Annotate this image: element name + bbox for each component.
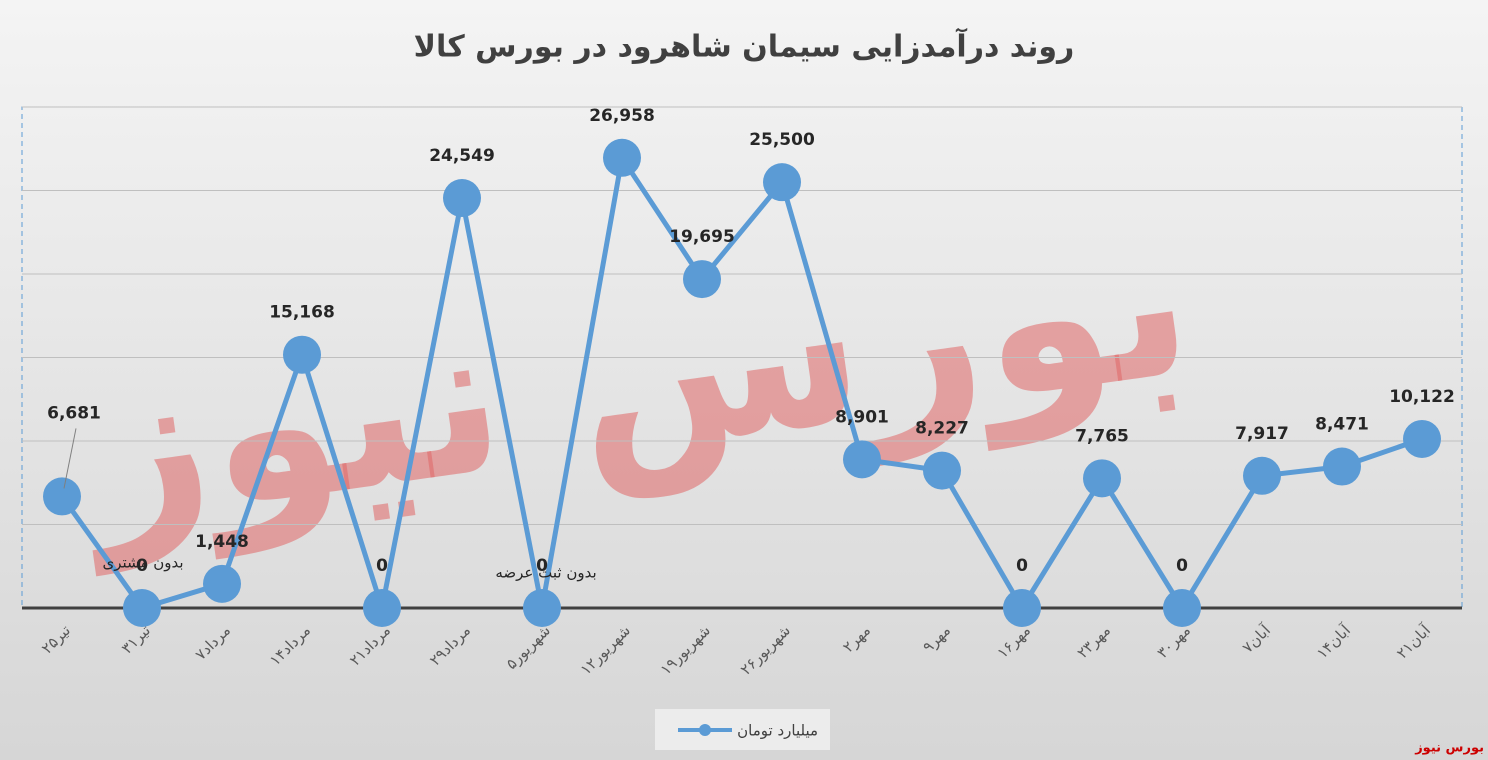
point-marker [1003,589,1041,627]
point-marker [843,440,881,479]
data-label: 8,227 [915,419,969,439]
point-marker [43,477,81,516]
point-marker [203,564,241,603]
data-label: 0 [536,556,548,576]
data-label: 25,500 [749,130,815,150]
data-label: 10,122 [1389,387,1455,407]
point-marker [523,589,561,627]
data-label: 1,448 [195,532,249,552]
point-marker [283,335,321,374]
point-marker [1243,456,1281,495]
chart-title: روند درآمدزایی سیمان شاهرود در بورس کالا [414,28,1075,65]
point-marker [1403,419,1441,458]
point-marker [603,138,641,177]
point-marker [363,589,401,627]
point-marker [923,451,961,490]
data-label: 0 [1016,556,1028,576]
data-label: 6,681 [47,403,101,423]
data-label: 19,695 [669,227,735,247]
annotation: بدون مشتری [102,554,183,572]
point-marker [763,163,801,202]
point-marker [443,179,481,218]
annotation: بدون ثبت عرضه [495,564,596,582]
data-label: 7,917 [1235,424,1289,444]
point-marker [123,589,161,627]
point-marker [1323,447,1361,486]
data-label: 8,471 [1315,415,1369,435]
data-label: 0 [376,556,388,576]
point-marker [683,260,721,299]
data-label: 0 [1176,556,1188,576]
data-label: 0 [136,556,148,576]
data-label: 26,958 [589,106,655,126]
source: بورس نیوز [1414,741,1484,756]
data-label: 8,901 [835,407,889,427]
data-label: 24,549 [429,146,495,166]
legend-label: میلیارد تومان [737,722,818,740]
point-marker [1163,589,1201,627]
leader-line [63,428,77,489]
data-label: 15,168 [269,303,335,323]
legend-marker [699,724,711,736]
data-label: 7,765 [1075,426,1129,446]
point-marker [1083,459,1121,498]
series-line [59,155,1423,611]
